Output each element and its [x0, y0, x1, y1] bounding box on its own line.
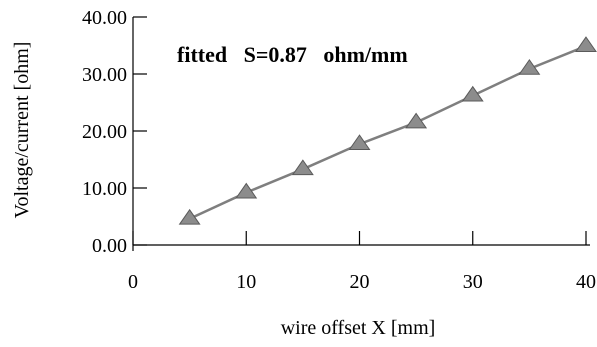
- x-tick-label: 10: [236, 271, 256, 293]
- data-point-marker: [405, 112, 428, 129]
- data-point-marker: [575, 36, 597, 52]
- data-point-marker: [235, 182, 258, 199]
- data-point-marker: [178, 208, 201, 225]
- y-tick-label: 40.00: [82, 7, 127, 29]
- chart-annotation: fitted S=0.87 ohm/mm: [177, 42, 408, 67]
- data-point-marker: [348, 134, 371, 151]
- data-point-marker: [291, 159, 314, 176]
- x-tick-label: 0: [128, 271, 138, 293]
- data-point-marker: [461, 85, 484, 102]
- y-tick-label: 30.00: [82, 64, 127, 86]
- x-tick-label: 40: [576, 271, 596, 293]
- y-axis-title: Voltage/current [ohm]: [11, 42, 33, 219]
- y-tick-label: 20.00: [82, 121, 127, 143]
- y-tick-label: 0.00: [92, 235, 127, 257]
- x-axis-ticks: 0 10 20 30 40: [128, 231, 596, 293]
- x-tick-label: 20: [350, 271, 370, 293]
- data-point-marker: [518, 58, 541, 75]
- axes: [132, 17, 590, 251]
- y-axis-ticks: 0.00 10.00 20.00 30.00 40.00: [82, 7, 147, 257]
- x-tick-label: 30: [463, 271, 483, 293]
- series-group: [178, 36, 597, 225]
- x-axis-title: wire offset X [mm]: [281, 317, 436, 339]
- y-tick-label: 10.00: [82, 178, 127, 200]
